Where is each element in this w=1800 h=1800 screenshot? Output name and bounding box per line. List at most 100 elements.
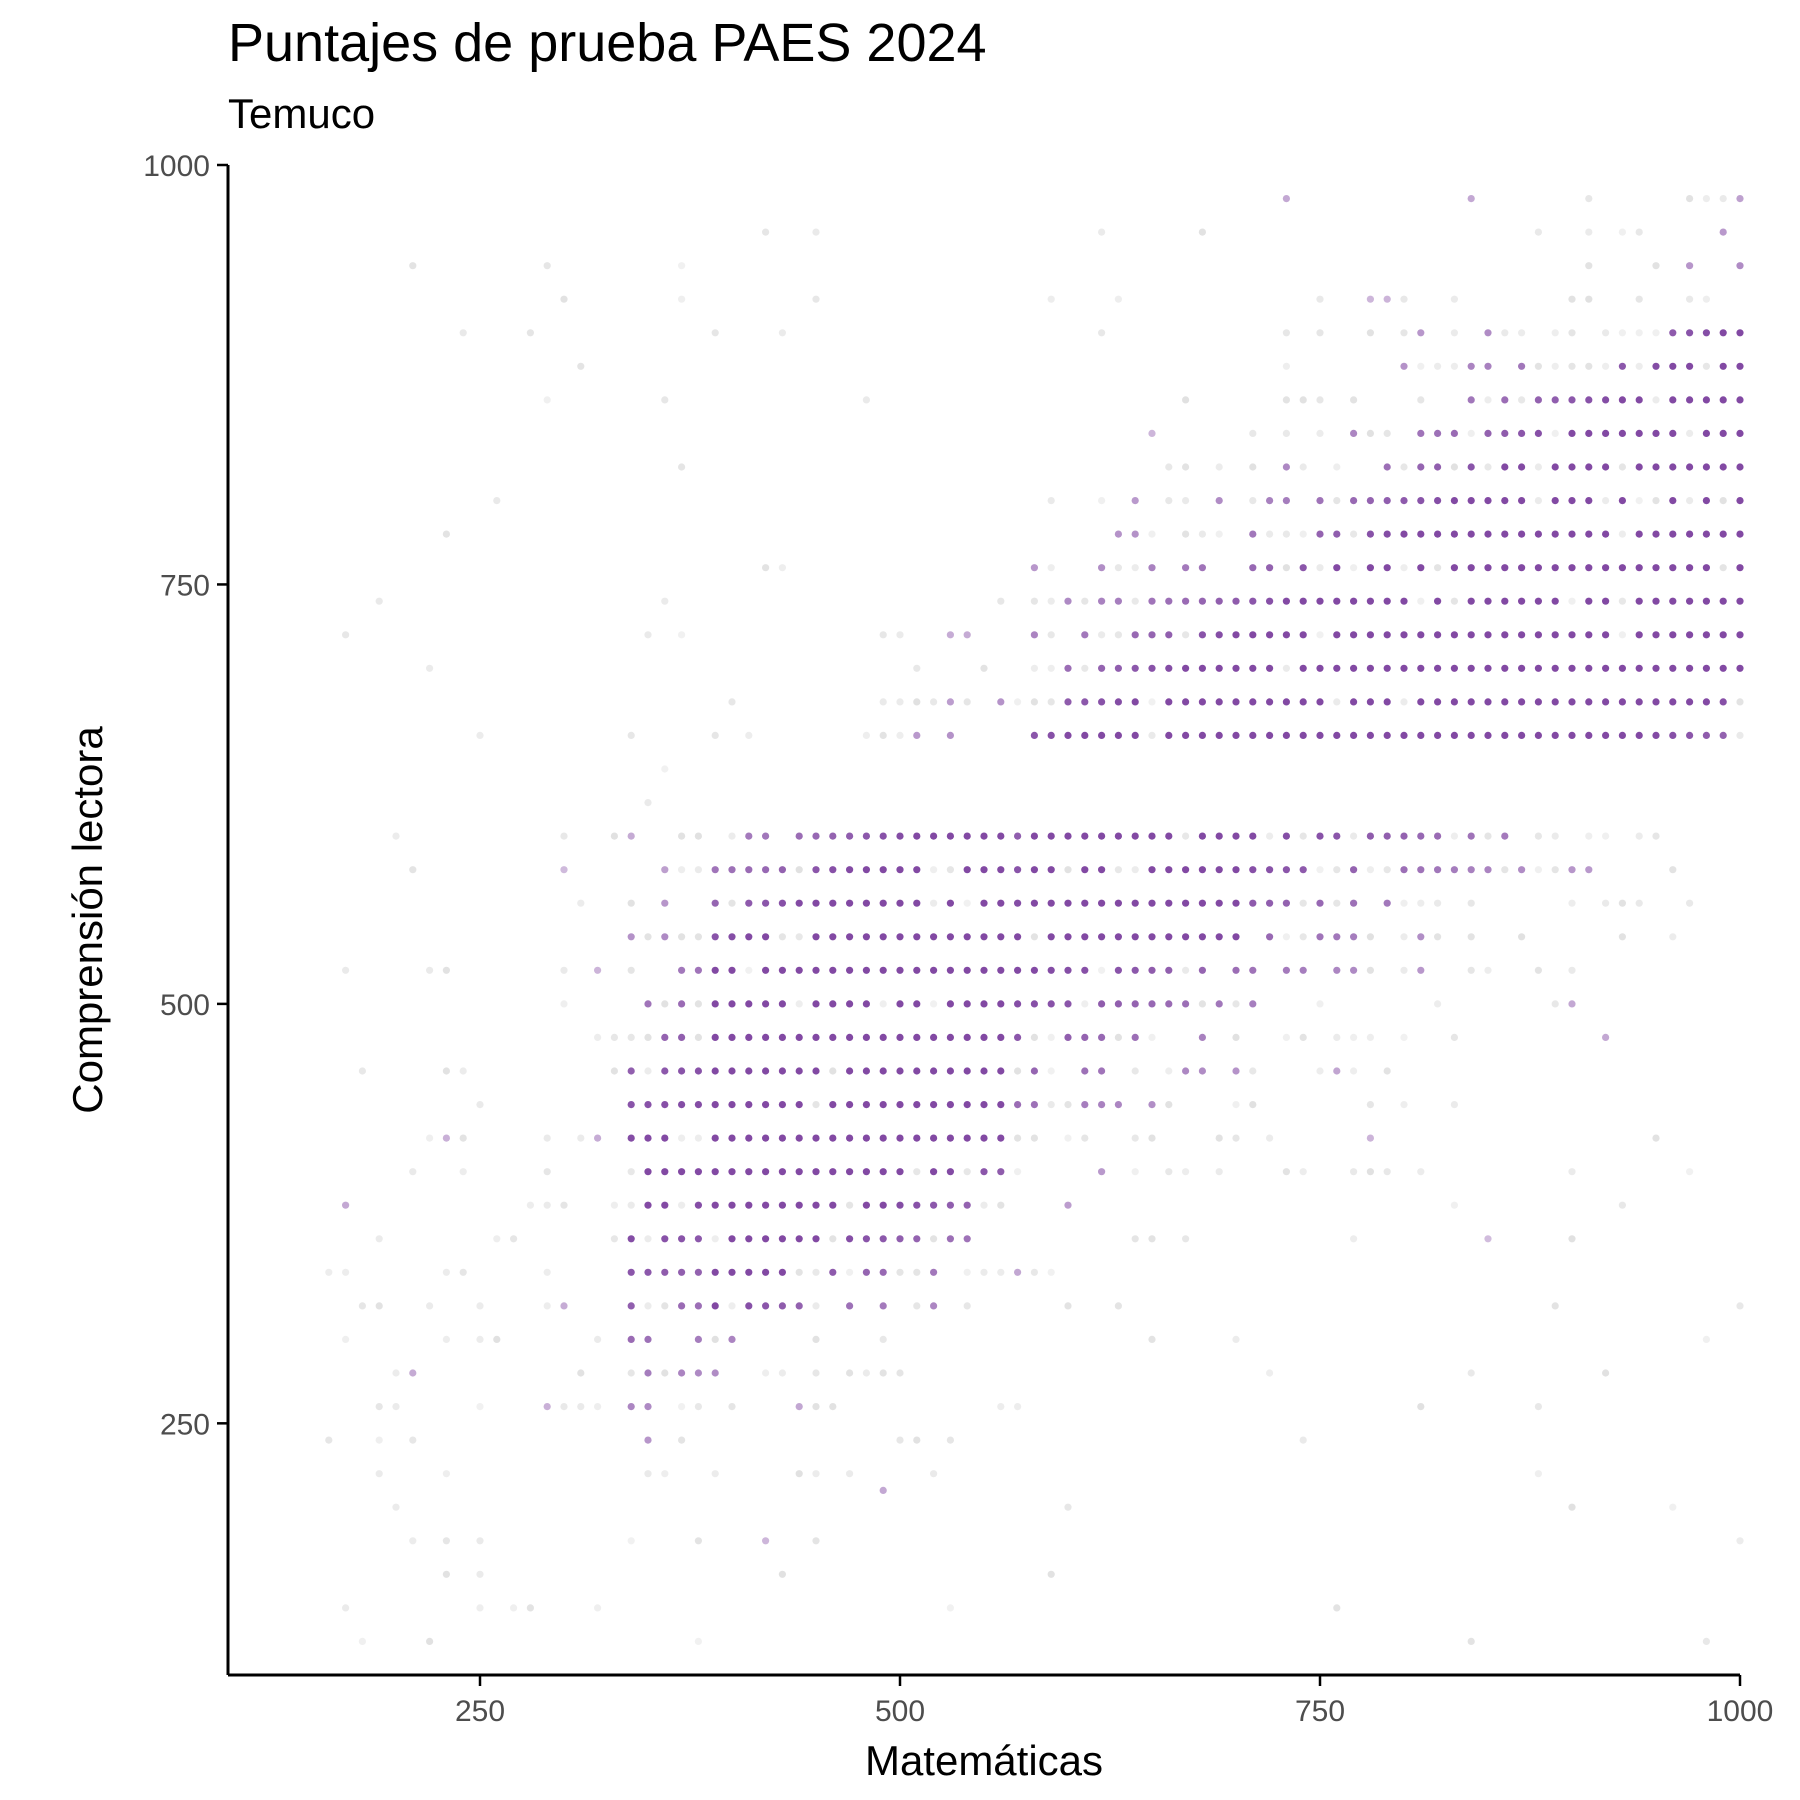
data-point <box>610 832 619 840</box>
data-point <box>997 1168 1005 1176</box>
data-point <box>1534 1403 1542 1411</box>
data-point <box>1350 1168 1358 1176</box>
data-point <box>728 1067 736 1075</box>
data-point <box>1148 1134 1156 1142</box>
data-point <box>1064 1000 1072 1008</box>
data-point <box>1669 1503 1677 1511</box>
data-point <box>1030 664 1038 672</box>
outlier-point <box>1568 1000 1576 1008</box>
data-point <box>1501 597 1509 605</box>
data-point <box>392 1403 400 1411</box>
data-point <box>879 933 887 941</box>
data-point <box>1686 731 1694 740</box>
data-point <box>1232 731 1240 740</box>
data-point <box>1182 396 1190 404</box>
data-point <box>1047 1570 1055 1578</box>
data-point <box>1148 429 1156 437</box>
data-point <box>1064 832 1072 840</box>
data-point <box>913 1101 921 1109</box>
data-point <box>728 1201 736 1209</box>
data-point <box>1081 1067 1089 1075</box>
data-point <box>1098 832 1106 840</box>
data-point <box>795 1403 803 1411</box>
data-point <box>1165 1067 1173 1075</box>
data-point <box>1400 295 1408 303</box>
data-point <box>1014 966 1022 974</box>
data-point <box>778 1570 787 1578</box>
data-point <box>1585 664 1593 672</box>
data-point <box>1131 966 1139 974</box>
data-point <box>896 1168 904 1176</box>
data-point <box>812 228 820 236</box>
data-point <box>1400 664 1408 672</box>
data-point <box>627 1033 635 1041</box>
data-point <box>1030 1101 1038 1109</box>
data-point <box>509 1604 518 1612</box>
data-point <box>678 832 686 840</box>
data-point <box>1400 933 1408 941</box>
data-point <box>1417 429 1425 437</box>
data-point <box>1400 463 1408 471</box>
data-point <box>1131 497 1139 505</box>
data-point <box>896 731 904 740</box>
data-point <box>745 1101 753 1109</box>
data-point <box>1316 866 1324 874</box>
data-point <box>1165 497 1173 505</box>
data-point <box>1501 664 1509 672</box>
data-point <box>879 1302 887 1310</box>
data-point <box>1467 1369 1475 1377</box>
data-point <box>1014 866 1022 874</box>
data-point <box>1467 664 1475 672</box>
data-point <box>963 1033 971 1041</box>
data-point <box>946 899 955 907</box>
data-point <box>1266 631 1274 639</box>
x-tick-label: 1000 <box>1707 1695 1774 1728</box>
data-point <box>728 1268 736 1276</box>
data-point <box>1215 463 1223 471</box>
x-axis-title: Matemáticas <box>865 1737 1103 1784</box>
data-point <box>1131 1000 1139 1008</box>
data-point <box>1114 664 1122 672</box>
data-point <box>1702 597 1710 605</box>
data-point <box>644 1403 652 1411</box>
data-point <box>1652 497 1660 505</box>
data-point <box>1534 698 1542 706</box>
data-point <box>627 1268 635 1276</box>
data-point <box>1467 631 1475 639</box>
data-point <box>1618 329 1626 337</box>
data-point <box>1686 698 1694 706</box>
data-point <box>1618 731 1626 740</box>
data-point <box>812 933 820 941</box>
data-point <box>913 933 921 941</box>
data-point <box>1333 731 1341 740</box>
data-point <box>728 1000 736 1008</box>
data-point <box>1450 497 1458 505</box>
data-point <box>1669 597 1677 605</box>
data-point <box>1030 1000 1038 1008</box>
data-point <box>1232 631 1240 639</box>
data-point <box>594 1403 602 1411</box>
data-point <box>728 866 736 874</box>
data-point <box>1215 664 1223 672</box>
data-point <box>1618 463 1626 471</box>
data-point <box>560 866 568 874</box>
data-point <box>1350 698 1358 706</box>
data-point <box>543 1302 551 1310</box>
data-point <box>1316 698 1324 706</box>
data-point <box>1417 664 1425 672</box>
data-point <box>1366 933 1374 941</box>
data-point <box>896 832 904 840</box>
data-point <box>1182 564 1190 572</box>
data-point <box>1047 564 1055 572</box>
data-point <box>795 1302 803 1310</box>
data-point <box>644 1101 652 1109</box>
data-point <box>1316 1067 1324 1075</box>
data-point <box>1282 429 1290 437</box>
data-point <box>997 832 1005 840</box>
data-point <box>1652 396 1660 404</box>
data-point <box>694 1168 703 1176</box>
data-point <box>728 832 736 840</box>
data-point <box>1686 631 1694 639</box>
data-point <box>661 933 669 941</box>
data-point <box>627 966 635 974</box>
